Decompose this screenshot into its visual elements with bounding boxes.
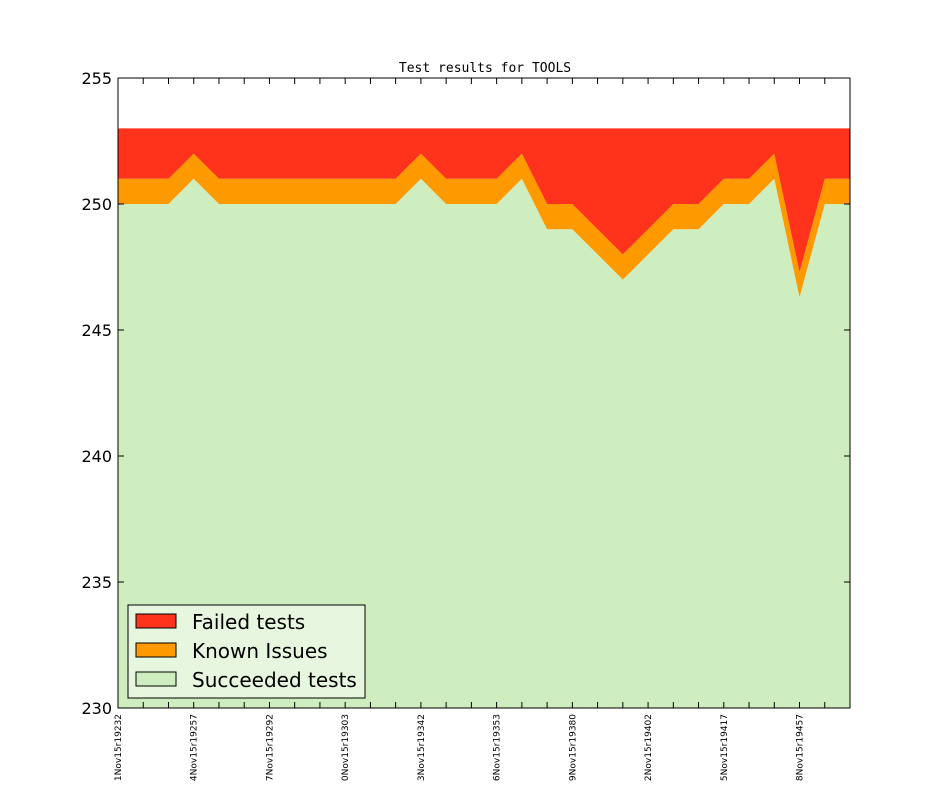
x-tick-label: 0Nov15r19303 xyxy=(341,714,351,781)
x-tick-label: 8Nov15r19457 xyxy=(796,714,806,781)
legend-swatch-known xyxy=(135,642,177,658)
y-tick-label: 230 xyxy=(81,699,112,718)
y-tick-label: 240 xyxy=(81,447,112,466)
legend-label-failed: Failed tests xyxy=(192,610,305,634)
chart-title: Test results for TOOLS xyxy=(399,61,571,76)
area-known-issues xyxy=(118,153,850,298)
legend-label-known: Known Issues xyxy=(192,639,328,663)
y-tick-label: 250 xyxy=(81,195,112,214)
legend: Failed tests Known Issues Succeeded test… xyxy=(127,604,366,699)
y-axis: 230 235 240 245 250 255 xyxy=(81,69,850,718)
legend-label-succeeded: Succeeded tests xyxy=(192,668,357,692)
plot-frame xyxy=(117,77,851,709)
x-tick-label: 5Nov15r19417 xyxy=(720,714,730,781)
area-failed-tests xyxy=(118,128,850,273)
x-tick-label: 7Nov15r19292 xyxy=(265,714,275,781)
y-tick-label: 255 xyxy=(81,69,112,88)
stacked-areas xyxy=(118,128,850,709)
area-succeeded-tests xyxy=(118,178,850,709)
y-tick-label: 245 xyxy=(81,321,112,340)
x-axis: 1Nov15r19232 4Nov15r19257 7Nov15r19292 0Nov… xyxy=(114,78,851,781)
legend-swatch-failed xyxy=(135,613,177,629)
x-tick-label: 2Nov15r19402 xyxy=(644,714,654,781)
legend-swatch-succeeded xyxy=(135,671,177,687)
x-tick-label: 3Nov15r19342 xyxy=(417,714,427,781)
y-tick-label: 235 xyxy=(81,573,112,592)
x-tick-label: 4Nov15r19257 xyxy=(190,714,200,781)
x-tick-label: 9Nov15r19380 xyxy=(568,714,578,781)
x-tick-label: 1Nov15r19232 xyxy=(114,714,124,781)
x-tick-label: 6Nov15r19353 xyxy=(493,714,503,781)
